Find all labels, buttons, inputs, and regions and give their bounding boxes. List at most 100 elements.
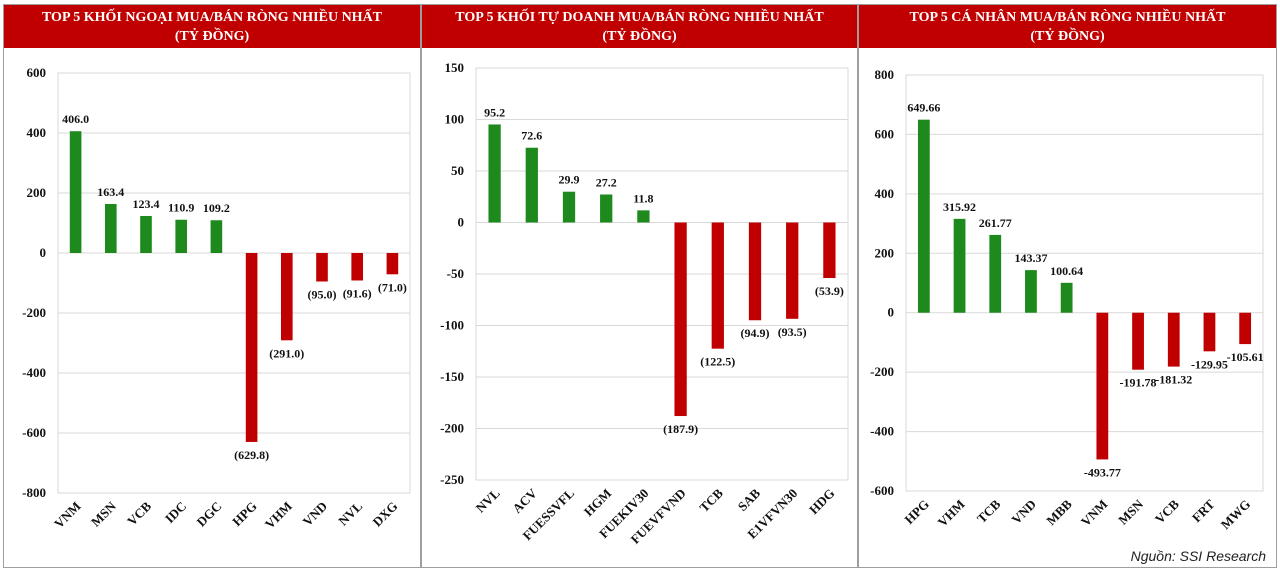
x-tick-label: VHM [262, 499, 295, 532]
bar-fuekiv30 [637, 210, 650, 223]
x-tick-label: TCB [974, 496, 1004, 526]
plot-area [475, 67, 849, 481]
bar-nvl [488, 124, 501, 223]
data-label: (95.0) [308, 288, 337, 302]
bar-vhm [280, 253, 293, 341]
data-label: 315.92 [943, 200, 976, 214]
data-label: (93.5) [778, 325, 807, 339]
data-label: 72.6 [521, 129, 542, 143]
y-tick-label: 150 [445, 60, 465, 75]
y-tick-label: -100 [440, 318, 464, 333]
x-tick-label: VND [1009, 497, 1040, 528]
x-tick-label: VNM [51, 499, 84, 532]
data-label: (629.8) [234, 448, 269, 462]
x-tick-label: HDG [806, 486, 838, 518]
bar-chart-proprietary: 150 100 50 0 -50 -100 -150 -200 -250 95.2 NVL 72.6 A… [440, 60, 849, 547]
y-tick-label: 200 [27, 185, 47, 200]
source-note: Nguồn: SSI Research [1130, 548, 1266, 564]
y-tick-label: 200 [875, 245, 895, 260]
y-tick-label: -600 [870, 483, 894, 498]
data-label: 261.77 [979, 216, 1012, 230]
chart-panel-foreign: TOP 5 KHỐI NGOẠI MUA/BÁN RÒNG NHIỀU NHẤT… [3, 4, 421, 568]
x-tick-label: NVL [473, 485, 503, 515]
y-tick-label: -200 [22, 305, 46, 320]
x-tick-label: DGC [193, 499, 224, 530]
bar-vcb [140, 215, 152, 253]
x-tick-label: DXG [369, 499, 400, 530]
data-label: 143.37 [1014, 251, 1047, 265]
data-label: 163.4 [97, 185, 124, 199]
data-label: (187.9) [663, 422, 698, 436]
bar-mwg [1239, 312, 1252, 345]
chart-subtitle: (TỶ ĐỒNG) [1030, 29, 1105, 44]
y-tick-label: -50 [447, 266, 464, 281]
bar-vnd [316, 253, 328, 282]
bar-msn [1132, 312, 1144, 370]
bar-chart-individual: 800 600 400 200 0 -200 -400 -600 649.66 HPG 315.92… [870, 67, 1264, 532]
panel-header: TOP 5 CÁ NHÂN MUA/BÁN RÒNG NHIỀU NHẤT (T… [859, 5, 1276, 48]
data-label: 100.64 [1050, 264, 1083, 278]
x-tick-label: NVL [335, 498, 365, 528]
bar-sab [748, 222, 762, 321]
y-tick-label: 100 [445, 112, 465, 127]
chart-title: TOP 5 CÁ NHÂN MUA/BÁN RÒNG NHIỀU NHẤT [909, 10, 1226, 25]
x-tick-label: VHM [935, 497, 968, 530]
bar-msn [104, 203, 117, 253]
y-tick-label: -150 [440, 369, 464, 384]
y-tick-label: -600 [22, 425, 46, 440]
x-tick-label: MBB [1043, 496, 1075, 528]
data-label: -181.32 [1155, 373, 1192, 387]
y-tick-label: -400 [22, 365, 46, 380]
data-label: -129.95 [1191, 357, 1228, 371]
data-label: 406.0 [62, 112, 89, 126]
y-tick-label: 0 [888, 305, 895, 320]
data-label: 11.8 [633, 191, 653, 205]
chart-subtitle: (TỶ ĐỒNG) [174, 29, 250, 44]
x-tick-label: TCB [696, 485, 726, 515]
x-tick-label: HPG [901, 497, 932, 528]
x-tick-label: VCB [124, 498, 154, 528]
y-tick-label: 50 [451, 163, 464, 178]
bar-vcb [1167, 312, 1180, 367]
bar-vnd [1025, 270, 1037, 313]
chart-panel-individual: TOP 5 CÁ NHÂN MUA/BÁN RÒNG NHIỀU NHẤT (T… [858, 4, 1277, 568]
x-tick-label: VND [300, 499, 331, 530]
bar-vhm [953, 218, 966, 313]
x-tick-label: FRT [1189, 496, 1218, 525]
bar-mbb [1060, 282, 1073, 313]
y-tick-label: -200 [870, 364, 894, 379]
y-tick-label: 600 [27, 65, 47, 80]
bar-chart-foreign: 600 400 200 0 -200 -400 -600 -800 406.0 VNM 163.4 M… [22, 65, 411, 532]
bar-vnm [69, 131, 82, 253]
data-label: 123.4 [133, 197, 160, 211]
plot-area [905, 74, 1264, 492]
bar-nvl [351, 253, 364, 281]
x-tick-label: MSN [1115, 496, 1146, 527]
bar-tcb [711, 222, 724, 349]
y-tick-label: 600 [875, 126, 895, 141]
y-tick-label: -800 [22, 485, 46, 500]
bar-vnm [1096, 312, 1109, 460]
data-label: -191.78 [1120, 376, 1157, 390]
y-tick-label: -400 [870, 424, 894, 439]
data-label: (291.0) [269, 346, 304, 360]
data-label: -105.61 [1227, 350, 1264, 364]
bar-fuevfvnd [674, 222, 687, 417]
bar-dgc [210, 220, 223, 253]
bar-idc [175, 219, 188, 253]
data-label: (122.5) [700, 355, 735, 369]
x-tick-label: ACV [509, 485, 540, 516]
bar-hpg [917, 119, 930, 313]
bar-fuessvfl [562, 191, 576, 223]
x-tick-label: HPG [229, 499, 260, 530]
bar-hdg [823, 222, 836, 279]
bar-hgm [600, 194, 613, 223]
x-tick-label: VCB [1152, 496, 1182, 526]
bar-frt [1203, 312, 1216, 352]
x-tick-label: HGM [581, 486, 615, 520]
data-label: (91.6) [343, 286, 372, 300]
data-label: 109.2 [203, 201, 230, 215]
data-label: 29.9 [559, 173, 580, 187]
y-tick-label: 400 [875, 186, 895, 201]
x-tick-label: SAB [735, 485, 764, 514]
